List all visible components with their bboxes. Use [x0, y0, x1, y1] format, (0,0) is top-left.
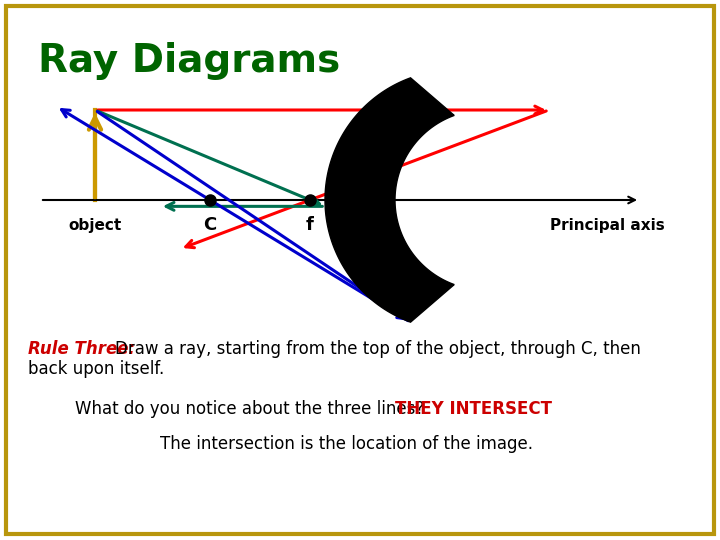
Text: object: object: [68, 218, 122, 233]
Text: Ray Diagrams: Ray Diagrams: [38, 42, 341, 80]
Polygon shape: [325, 78, 454, 322]
Text: The intersection is the location of the image.: The intersection is the location of the …: [160, 435, 533, 453]
Text: f: f: [306, 216, 314, 234]
Text: What do you notice about the three lines?: What do you notice about the three lines…: [75, 400, 424, 418]
Text: C: C: [203, 216, 217, 234]
Text: THEY INTERSECT: THEY INTERSECT: [395, 400, 552, 418]
Text: Principal axis: Principal axis: [550, 218, 665, 233]
Text: Draw a ray, starting from the top of the object, through C, then: Draw a ray, starting from the top of the…: [115, 340, 641, 358]
Text: back upon itself.: back upon itself.: [28, 360, 164, 378]
Text: Rule Three:: Rule Three:: [28, 340, 135, 358]
